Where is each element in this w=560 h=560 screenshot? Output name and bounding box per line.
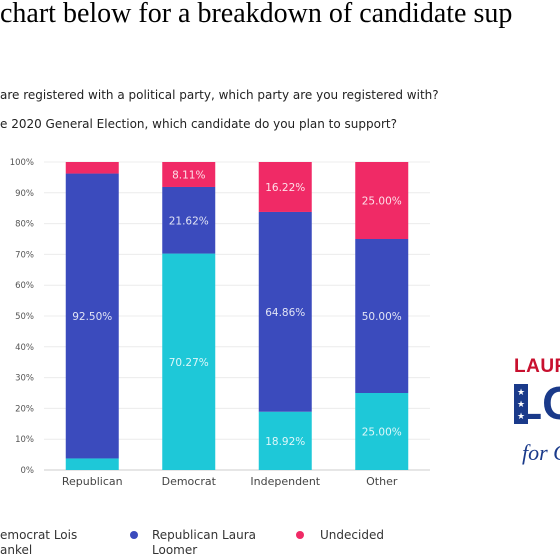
y-tick-label: 40%: [15, 343, 34, 353]
bar-segment: [65, 173, 119, 459]
data-label: 92.50%: [72, 311, 112, 323]
bar-segment: [258, 162, 312, 212]
legend-item-republican: Republican Laura Loomer: [130, 528, 256, 558]
bar-segment: [355, 393, 409, 470]
y-tick-label: 90%: [15, 189, 34, 199]
x-tick-label: Other: [366, 475, 398, 488]
data-label: 70.27%: [169, 357, 209, 369]
y-tick-label: 80%: [15, 220, 34, 230]
svg-text:★: ★: [517, 399, 525, 409]
data-label: 64.86%: [265, 307, 305, 319]
legend-label-democrat-line2: ankel: [0, 543, 33, 557]
legend-item-democrat: emocrat Lois ankel: [0, 528, 77, 558]
data-label: 50.00%: [362, 311, 402, 323]
bar-segment: [355, 239, 409, 393]
data-label: 16.22%: [265, 182, 305, 194]
y-tick-label: 0%: [21, 466, 35, 476]
bar-segment: [65, 162, 119, 174]
y-tick-label: 30%: [15, 374, 34, 384]
bar-segment: [162, 162, 216, 187]
y-tick-label: 20%: [15, 404, 34, 414]
legend-item-undecided: Undecided: [296, 528, 384, 543]
x-tick-label: Independent: [250, 475, 320, 488]
y-tick-label: 100%: [10, 158, 34, 168]
bar-segment: [162, 186, 216, 254]
svg-text:★: ★: [517, 411, 525, 421]
x-tick-label: Democrat: [162, 475, 217, 488]
flag-stars-icon: ★ ★ ★: [514, 384, 528, 424]
question-2: e 2020 General Election, which candidate…: [0, 117, 397, 131]
data-label: 21.62%: [169, 215, 209, 227]
y-tick-label: 70%: [15, 250, 34, 260]
data-label: 25.00%: [362, 196, 402, 208]
legend-label-republican-line1: Republican Laura: [152, 528, 256, 542]
svg-text:★: ★: [517, 387, 525, 397]
y-tick-label: 10%: [15, 435, 34, 445]
legend-label-undecided: Undecided: [320, 528, 384, 542]
bar-segment: [162, 253, 216, 470]
logo-line-3: for C: [522, 440, 560, 465]
legend-label-republican-line2: Loomer: [152, 543, 198, 557]
data-label: 8.11%: [172, 169, 205, 181]
y-tick-label: 60%: [15, 281, 34, 291]
logo-line-1: LAURA: [514, 356, 560, 377]
bar-segment: [258, 211, 312, 412]
legend-swatch-republican: [130, 531, 138, 539]
bar-segment: [65, 458, 119, 470]
legend-label-democrat-line1: emocrat Lois: [0, 528, 78, 542]
y-tick-label: 50%: [15, 312, 34, 322]
bar-segment: [355, 162, 409, 239]
question-1: are registered with a political party, w…: [0, 88, 439, 102]
legend-swatch-undecided: [296, 531, 304, 539]
bar-segment: [258, 411, 312, 470]
headline: chart below for a breakdown of candidate…: [0, 0, 513, 29]
data-label: 25.00%: [362, 427, 402, 439]
stacked-bar-chart: 0% 10% 20% 30% 40% 50% 60% 70% 80% 90% 100% 92.50% R…: [10, 158, 430, 488]
x-tick-label: Republican: [62, 475, 123, 488]
data-label: 18.92%: [265, 436, 305, 448]
campaign-logo: LAURA LO ★ ★ ★ for C: [512, 352, 560, 470]
